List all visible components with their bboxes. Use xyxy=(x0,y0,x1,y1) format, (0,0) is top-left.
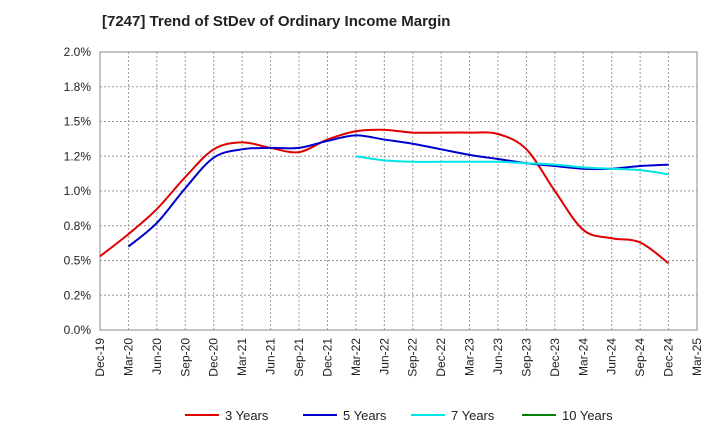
x-tick-label: Dec-19 xyxy=(93,338,107,377)
x-tick-label: Dec-24 xyxy=(662,338,676,377)
y-tick-label: 1.8% xyxy=(64,80,92,94)
x-tick-label: Mar-23 xyxy=(463,338,477,376)
series-line xyxy=(127,134,669,248)
x-tick-label: Dec-22 xyxy=(434,338,448,377)
legend-label: 10 Years xyxy=(562,408,613,423)
y-tick-label: 0.2% xyxy=(64,288,92,302)
x-tick-label: Dec-21 xyxy=(320,338,334,377)
x-tick-label: Sep-24 xyxy=(633,338,647,377)
x-tick-label: Sep-21 xyxy=(292,338,306,377)
series-line xyxy=(99,128,670,265)
series-lines xyxy=(99,128,670,265)
y-tick-label: 1.0% xyxy=(64,184,92,198)
y-tick-label: 1.2% xyxy=(64,149,92,163)
x-tick-label: Jun-24 xyxy=(605,338,619,375)
legend-label: 7 Years xyxy=(451,408,495,423)
x-tick-label: Jun-23 xyxy=(491,338,505,375)
x-tick-label: Sep-20 xyxy=(178,338,192,377)
x-tick-label: Jun-22 xyxy=(377,338,391,375)
chart-title: [7247] Trend of StDev of Ordinary Income… xyxy=(102,13,451,30)
x-tick-label: Mar-22 xyxy=(349,338,363,376)
x-tick-label: Sep-23 xyxy=(519,338,533,377)
x-axis-ticks: Dec-19 Mar-20 Jun-20 Sep-20 Dec-20 Mar-21 Jun-… xyxy=(93,338,704,377)
x-tick-label: Mar-21 xyxy=(235,338,249,376)
x-tick-label: Jun-20 xyxy=(150,338,164,375)
series-line xyxy=(355,155,669,176)
y-tick-label: 0.0% xyxy=(64,323,92,337)
y-tick-label: 2.0% xyxy=(64,45,92,59)
x-tick-label: Dec-23 xyxy=(548,338,562,377)
x-tick-label: Mar-25 xyxy=(690,338,704,376)
legend: 3 Years 5 Years 7 Years 10 Years xyxy=(185,408,613,423)
y-tick-label: 0.8% xyxy=(64,219,92,233)
legend-label: 3 Years xyxy=(225,408,269,423)
x-tick-label: Mar-24 xyxy=(576,338,590,376)
y-axis-ticks: 0.0% 0.2% 0.5% 0.8% 1.0% 1.2% 1.5% 1.8% 2.0% xyxy=(64,45,92,337)
x-tick-label: Jun-21 xyxy=(264,338,278,375)
y-tick-label: 0.5% xyxy=(64,254,92,268)
x-tick-label: Sep-22 xyxy=(406,338,420,377)
y-tick-label: 1.5% xyxy=(64,115,92,129)
x-tick-label: Mar-20 xyxy=(121,338,135,376)
legend-label: 5 Years xyxy=(343,408,387,423)
grid-lines xyxy=(100,52,697,330)
x-tick-label: Dec-20 xyxy=(207,338,221,377)
